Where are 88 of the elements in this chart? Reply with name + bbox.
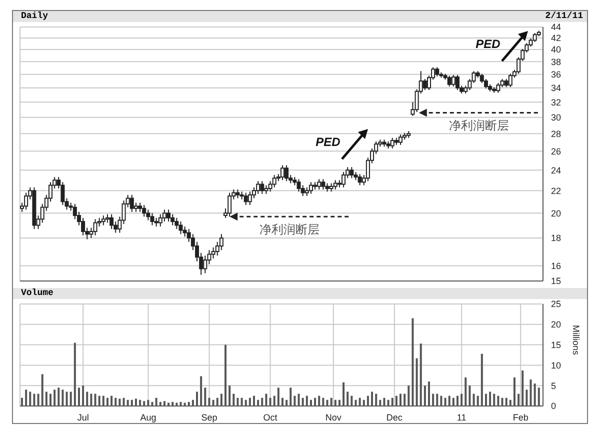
- annotation: 净利润断层: [448, 118, 509, 133]
- x-tick-label: 11: [456, 412, 466, 422]
- candlestick: [32, 186, 36, 230]
- y-tick-label: 38: [551, 56, 562, 67]
- candlestick: [329, 182, 334, 192]
- candlestick: [358, 174, 362, 186]
- candlestick: [150, 212, 154, 226]
- candlestick: [394, 137, 398, 146]
- y-tick-label: 10: [551, 360, 562, 370]
- candlestick: [130, 194, 134, 212]
- text: 2/11/11: [545, 11, 583, 22]
- y-tick-label: 20: [551, 208, 562, 218]
- y-tick-label: 30: [551, 112, 562, 123]
- candlestick: [532, 32, 537, 42]
- candlestick: [333, 180, 338, 190]
- candlestick: [390, 137, 394, 149]
- x-tick-label: Feb: [512, 412, 528, 422]
- candlestick: [256, 180, 260, 194]
- annotation: PED: [316, 135, 341, 149]
- y-tick-label: 42: [551, 33, 562, 44]
- x-tick-label: Sep: [201, 412, 218, 422]
- y-tick-label: 32: [551, 97, 562, 108]
- candlestick: [398, 134, 403, 146]
- chart-title: Daily: [21, 11, 48, 22]
- candlestick: [248, 191, 252, 206]
- candlestick: [451, 74, 456, 87]
- candlestick: [455, 74, 460, 90]
- candlestick: [321, 178, 326, 190]
- candlestick: [228, 192, 232, 218]
- y-tick-label: 36: [551, 70, 562, 80]
- candlestick: [138, 202, 142, 212]
- candlestick: [93, 218, 98, 236]
- candlestick: [260, 180, 264, 194]
- y-tick-label: 25: [551, 299, 562, 310]
- candlestick: [101, 214, 106, 226]
- candlestick: [496, 82, 500, 94]
- annotation: 净利润断层: [260, 222, 320, 237]
- candlestick: [296, 178, 301, 192]
- candlestick: [272, 174, 276, 188]
- chart-title: Volume: [21, 288, 54, 299]
- candlestick: [236, 189, 240, 199]
- y-axis-title: Millions: [570, 324, 581, 356]
- annotation: PED: [476, 37, 501, 51]
- candlestick: [110, 214, 114, 230]
- candlestick: [308, 182, 313, 194]
- y-tick-label: 24: [551, 165, 562, 176]
- candlestick: [154, 217, 158, 227]
- candlestick: [492, 86, 496, 94]
- y-tick-label: 15: [551, 340, 562, 350]
- candlestick: [162, 209, 166, 222]
- x-tick-label: Dec: [386, 412, 403, 422]
- y-tick-label: 44: [551, 22, 562, 32]
- candlestick: [406, 130, 411, 138]
- candlestick: [317, 178, 322, 190]
- x-tick-label: Oct: [263, 412, 278, 422]
- candlestick: [170, 214, 175, 226]
- y-tick-label: 22: [551, 186, 562, 196]
- y-tick-label: 26: [551, 146, 562, 156]
- candlestick: [439, 72, 444, 78]
- y-tick-label: 16: [551, 260, 562, 271]
- candlestick: [435, 66, 440, 77]
- x-tick-label: Jul: [77, 412, 89, 422]
- candlestick: [158, 214, 162, 227]
- y-tick-label: 20: [551, 320, 562, 330]
- candlestick: [244, 192, 248, 206]
- candlestick: [280, 164, 284, 181]
- candlestick: [325, 182, 330, 192]
- candlestick: [350, 166, 354, 179]
- y-tick-label: 28: [551, 128, 562, 139]
- y-tick-label: 18: [551, 233, 562, 244]
- candlestick: [313, 182, 318, 190]
- candlestick: [146, 209, 150, 221]
- x-tick-label: Nov: [325, 412, 342, 422]
- y-tick-label: 40: [551, 44, 562, 55]
- candlestick: [447, 75, 452, 87]
- candlestick: [382, 139, 386, 148]
- x-tick-label: Aug: [140, 412, 156, 422]
- candlestick: [284, 164, 289, 182]
- y-tick-label: 0: [551, 401, 556, 412]
- y-tick-label: 5: [551, 380, 556, 391]
- candlestick: [142, 204, 146, 218]
- y-tick-label: 34: [551, 83, 562, 94]
- candlestick: [386, 140, 390, 149]
- candlestick: [166, 209, 171, 222]
- y-tick-label: 15: [551, 276, 562, 286]
- candlestick: [264, 184, 268, 194]
- candlestick: [508, 73, 512, 88]
- candlestick: [178, 221, 183, 235]
